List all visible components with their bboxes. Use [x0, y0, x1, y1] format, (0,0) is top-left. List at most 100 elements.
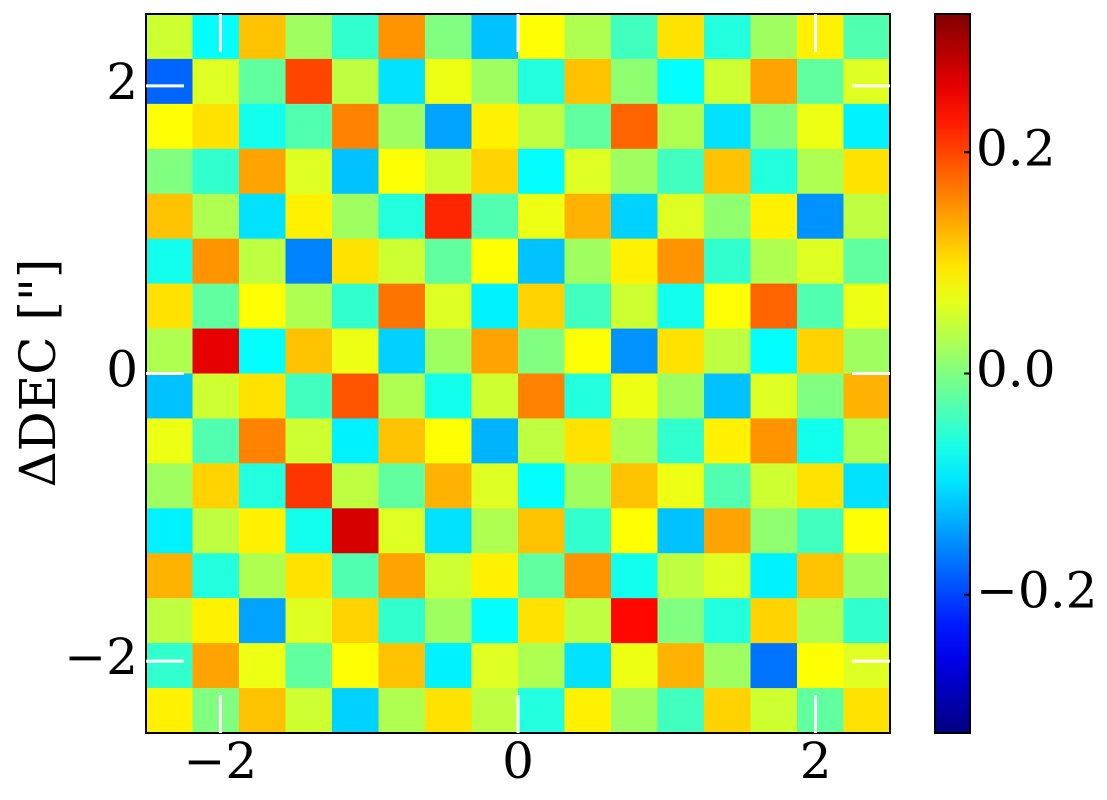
x-tick-label: 0 [502, 732, 534, 790]
x-tick-label: 2 [800, 732, 832, 790]
heatmap-cell [797, 148, 845, 195]
heatmap-cell [332, 193, 380, 240]
heatmap-cell [192, 103, 240, 150]
heatmap-cell [518, 688, 566, 734]
heatmap-cell [146, 643, 194, 689]
heatmap-cell [332, 58, 380, 105]
heatmap-cell [797, 193, 845, 240]
heatmap-cell [518, 148, 566, 195]
heatmap-cell [471, 418, 519, 464]
heatmap-cell [146, 418, 194, 464]
heatmap-cell [332, 643, 380, 689]
heatmap-cell [843, 58, 891, 105]
heatmap-cell [750, 58, 798, 105]
heatmap-cell [611, 58, 659, 105]
heatmap-cell [611, 193, 659, 240]
heatmap-cell [657, 418, 705, 464]
heatmap-cell [657, 148, 705, 195]
heatmap-cell [471, 598, 519, 644]
heatmap-cell [378, 643, 426, 689]
heatmap-cell [564, 328, 612, 375]
heatmap-cell [657, 193, 705, 240]
heatmap-cell [471, 58, 519, 105]
heatmap-cell [704, 328, 752, 375]
heatmap-cell [192, 463, 240, 509]
heatmap-cell [518, 553, 566, 599]
heatmap-cell [564, 373, 612, 420]
heatmap-cell [285, 508, 333, 554]
heatmap-cell [471, 103, 519, 150]
heatmap-cell [657, 688, 705, 734]
heatmap-cell [657, 103, 705, 150]
heatmap-cell [657, 373, 705, 420]
heatmap-cell [518, 328, 566, 375]
heatmap-cell [564, 418, 612, 464]
heatmap-cell [425, 14, 473, 60]
heatmap-cell [704, 58, 752, 105]
heatmap-cell [378, 58, 426, 105]
heatmap-cell [239, 148, 287, 195]
heatmap-cell [704, 598, 752, 644]
heatmap-cell [750, 553, 798, 599]
heatmap-cell [750, 463, 798, 509]
heatmap-cell [518, 58, 566, 105]
heatmap-cell [239, 463, 287, 509]
heatmap-cell [285, 238, 333, 285]
heatmap-cell [564, 643, 612, 689]
y-tick-label: 2 [106, 53, 138, 111]
heatmap-cell [332, 238, 380, 285]
heatmap-cell [750, 418, 798, 464]
heatmap-cell [611, 283, 659, 330]
heatmap-cell [564, 103, 612, 150]
heatmap-cell [657, 598, 705, 644]
heatmap-cell [285, 58, 333, 105]
heatmap-cell [192, 508, 240, 554]
heatmap-cell [378, 553, 426, 599]
heatmap-cell [704, 418, 752, 464]
colorbar-tick-label: 0.2 [976, 119, 1056, 177]
heatmap-cell [239, 283, 287, 330]
heatmap-cell [843, 193, 891, 240]
heatmap-cell [704, 688, 752, 734]
heatmap-cell [564, 283, 612, 330]
heatmap-cell [332, 328, 380, 375]
heatmap-cell [657, 553, 705, 599]
heatmap-cell [285, 418, 333, 464]
heatmap-cell [564, 508, 612, 554]
heatmap-cell [611, 418, 659, 464]
heatmap-cell [564, 14, 612, 60]
heatmap-cell [657, 643, 705, 689]
heatmap-cell [378, 418, 426, 464]
heatmap-cell [192, 553, 240, 599]
heatmap-cell [146, 373, 194, 420]
heatmap-cell [843, 238, 891, 285]
heatmap-cell [285, 463, 333, 509]
heatmap-cell [704, 553, 752, 599]
heatmap-cell [471, 643, 519, 689]
heatmap-cell [471, 148, 519, 195]
heatmap-cell [518, 418, 566, 464]
heatmap [146, 14, 891, 734]
heatmap-cell [285, 598, 333, 644]
heatmap-cell [425, 463, 473, 509]
heatmap-cell [146, 103, 194, 150]
heatmap-cell [797, 508, 845, 554]
heatmap-cell [704, 508, 752, 554]
heatmap-cell [332, 418, 380, 464]
heatmap-cell [471, 373, 519, 420]
heatmap-cell [192, 148, 240, 195]
heatmap-cell [239, 643, 287, 689]
heatmap-cell [285, 14, 333, 60]
heatmap-cell [704, 103, 752, 150]
x-tick-label: −2 [184, 732, 258, 790]
heatmap-cell [611, 508, 659, 554]
heatmap-cell [843, 598, 891, 644]
heatmap-cell [471, 553, 519, 599]
heatmap-cell [797, 373, 845, 420]
heatmap-cell [797, 283, 845, 330]
heatmap-cell [611, 328, 659, 375]
heatmap-cell [518, 643, 566, 689]
heatmap-cell [285, 643, 333, 689]
heatmap-cell [146, 553, 194, 599]
heatmap-cell [332, 553, 380, 599]
